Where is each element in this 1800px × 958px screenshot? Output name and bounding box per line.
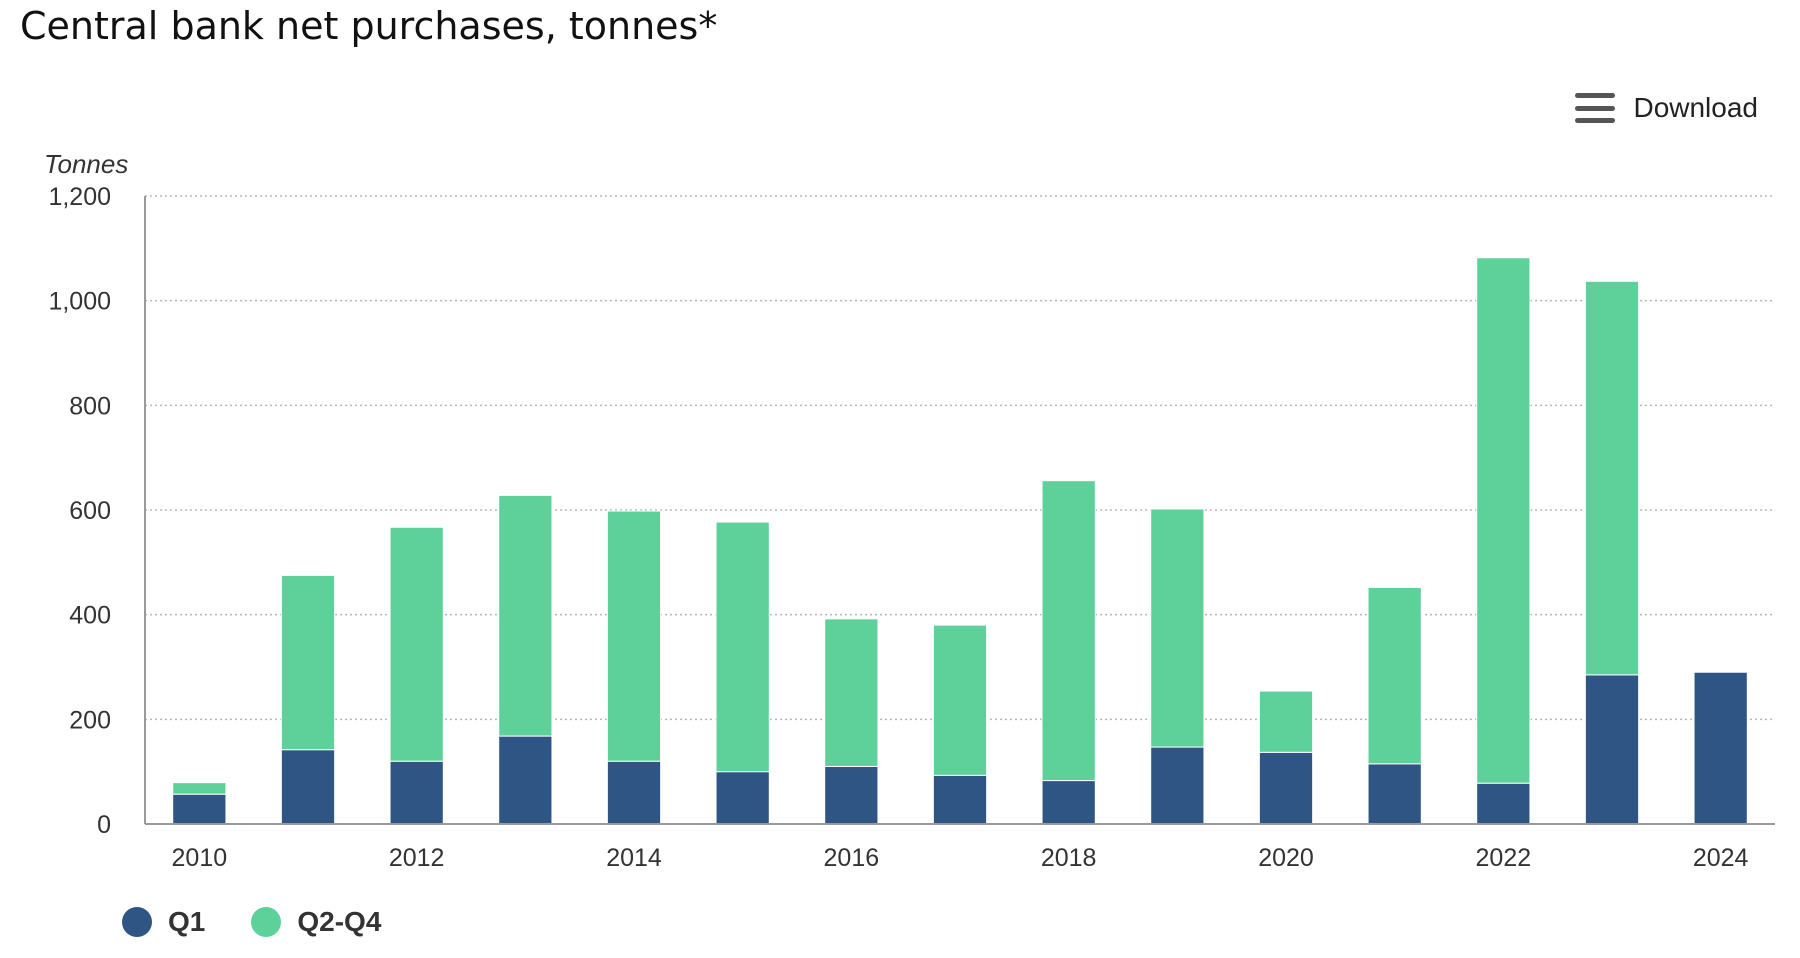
bar-q1-2016[interactable] [824, 765, 879, 825]
axes: 0 200 400 600 800 1,000 1,200 2010 2012 2014 2016 2… [48, 183, 1775, 872]
bar-q1-2012[interactable] [389, 760, 444, 825]
bar-q2-q4-2022[interactable] [1476, 257, 1531, 784]
bar-q2-q4-2013[interactable] [498, 494, 553, 737]
bar-q2-q4-2017[interactable] [932, 624, 988, 776]
y-tick-label: 0 [97, 811, 111, 839]
bar-q2-q4-2016[interactable] [824, 618, 879, 767]
bar-q1-2022[interactable] [1476, 782, 1531, 825]
bar-q1-2017[interactable] [932, 774, 988, 825]
y-tick-label: 200 [69, 706, 111, 734]
bar-q2-q4-2012[interactable] [389, 526, 444, 762]
bar-q2-q4-2014[interactable] [606, 510, 662, 762]
bar-q2-q4-2021[interactable] [1367, 586, 1422, 765]
bar-q1-2013[interactable] [498, 735, 553, 825]
legend-label-q1: Q1 [168, 906, 206, 937]
bar-q1-2023[interactable] [1584, 674, 1640, 825]
bar-q1-2014[interactable] [606, 760, 662, 825]
bar-q1-2018[interactable] [1041, 780, 1096, 825]
x-tick-label: 2018 [1041, 844, 1097, 872]
bar-q2-q4-2023[interactable] [1584, 280, 1640, 676]
bar-q1-2019[interactable] [1150, 746, 1205, 825]
y-tick-label: 600 [69, 497, 111, 525]
bar-q2-q4-2018[interactable] [1041, 480, 1096, 782]
y-axis-label: Tonnes [44, 149, 128, 179]
bar-q1-2024[interactable] [1693, 671, 1748, 825]
x-tick-label: 2014 [606, 844, 662, 872]
x-tick-label: 2016 [824, 844, 880, 872]
bars [172, 257, 1748, 825]
legend-swatch-q1 [122, 907, 152, 937]
bar-q2-q4-2010[interactable] [172, 782, 227, 795]
bar-q1-2011[interactable] [280, 749, 336, 825]
legend-swatch-q2-q4 [251, 907, 282, 937]
x-tick-label: 2022 [1476, 844, 1532, 872]
x-tick-label: 2010 [172, 844, 228, 872]
chart-title: Central bank net purchases, tonnes* [20, 4, 718, 48]
bar-q1-2021[interactable] [1367, 763, 1422, 825]
legend-item-q1[interactable]: Q1 [122, 906, 205, 938]
legend: Q1 Q2-Q4 [122, 906, 381, 938]
bar-q2-q4-2020[interactable] [1258, 690, 1314, 753]
hamburger-menu-icon [1575, 93, 1616, 123]
legend-label-q2-q4: Q2-Q4 [297, 906, 382, 937]
x-tick-label: 2012 [389, 844, 445, 872]
bar-q1-2015[interactable] [715, 771, 770, 825]
x-tick-label: 2024 [1693, 844, 1749, 872]
bar-q2-q4-2015[interactable] [715, 521, 770, 773]
download-label: Download [1633, 92, 1758, 123]
y-tick-label: 400 [69, 602, 111, 630]
y-tick-label: 1,200 [48, 183, 111, 211]
y-tick-label: 800 [69, 392, 111, 420]
bar-q2-q4-2011[interactable] [280, 574, 336, 751]
download-button[interactable]: Download [1575, 92, 1758, 124]
legend-item-q2-q4[interactable]: Q2-Q4 [251, 906, 381, 938]
bar-q1-2020[interactable] [1258, 751, 1314, 825]
bar-q1-2010[interactable] [172, 793, 227, 825]
x-tick-label: 2020 [1258, 844, 1314, 872]
bar-q2-q4-2019[interactable] [1150, 508, 1205, 748]
y-tick-label: 1,000 [48, 288, 111, 316]
